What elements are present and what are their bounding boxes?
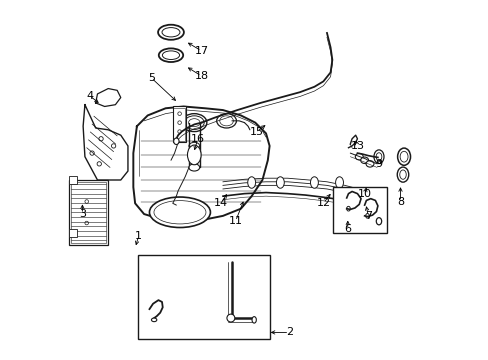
Ellipse shape [173, 138, 179, 144]
Text: 2: 2 [285, 327, 292, 337]
Text: 5: 5 [147, 73, 154, 83]
Bar [138, 255, 270, 339]
Ellipse shape [251, 317, 256, 323]
Bar [173, 108, 185, 141]
Bar [69, 229, 77, 237]
Ellipse shape [366, 161, 373, 167]
Text: 9: 9 [375, 159, 382, 169]
Ellipse shape [151, 318, 157, 321]
Ellipse shape [188, 164, 199, 171]
Ellipse shape [226, 314, 234, 322]
Bar [172, 107, 186, 142]
Text: 15: 15 [249, 127, 264, 136]
Text: 3: 3 [79, 209, 86, 219]
Ellipse shape [355, 153, 363, 160]
Ellipse shape [397, 148, 410, 165]
Ellipse shape [187, 145, 201, 165]
Bar [69, 180, 108, 244]
Text: 18: 18 [194, 71, 208, 81]
Ellipse shape [276, 177, 284, 188]
Text: 17: 17 [194, 46, 208, 56]
Ellipse shape [159, 48, 183, 62]
Ellipse shape [158, 25, 183, 40]
Text: 13: 13 [350, 141, 364, 151]
Ellipse shape [182, 114, 206, 132]
Ellipse shape [373, 150, 383, 163]
Text: 7: 7 [364, 211, 371, 221]
Ellipse shape [149, 197, 210, 228]
Bar [70, 182, 106, 243]
Text: 4: 4 [86, 91, 93, 101]
Text: 12: 12 [316, 198, 330, 208]
Ellipse shape [247, 177, 255, 188]
Text: 11: 11 [228, 216, 242, 226]
Text: 14: 14 [214, 198, 228, 208]
Ellipse shape [396, 167, 408, 182]
Ellipse shape [310, 177, 318, 188]
Text: 1: 1 [135, 231, 142, 240]
Ellipse shape [216, 114, 236, 128]
Text: 8: 8 [396, 197, 403, 207]
Text: 6: 6 [344, 225, 350, 234]
Ellipse shape [335, 177, 343, 188]
Text: 16: 16 [190, 134, 204, 144]
Text: 10: 10 [357, 189, 371, 199]
Ellipse shape [360, 157, 368, 163]
Bar [69, 176, 77, 184]
Bar [333, 187, 386, 233]
